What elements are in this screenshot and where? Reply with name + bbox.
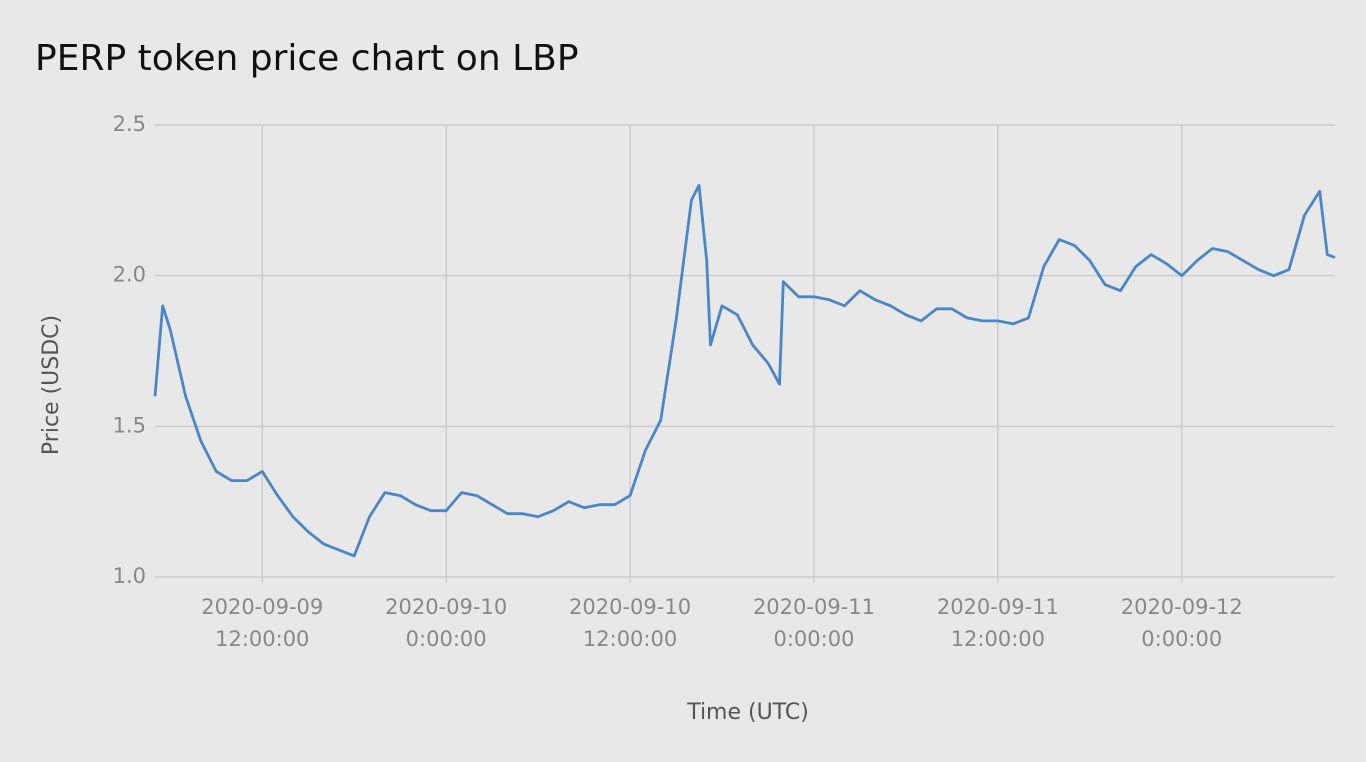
price-line: [153, 183, 1336, 558]
x-tick-label: 0:00:00: [406, 627, 487, 651]
x-tick-label: 0:00:00: [773, 627, 854, 651]
x-tick-label: 12:00:00: [951, 627, 1045, 651]
x-tick-label: 2020-09-12: [1121, 595, 1243, 619]
x-tick-label: 2020-09-10: [385, 595, 507, 619]
x-tick-label: 2020-09-11: [753, 595, 875, 619]
y-axis-title: Price (USDC): [39, 315, 64, 455]
x-tick-label: 12:00:00: [215, 627, 309, 651]
x-tick-label: 2020-09-10: [569, 595, 691, 619]
x-tick-label: 2020-09-11: [937, 595, 1059, 619]
x-tick-label: 2020-09-09: [201, 595, 323, 619]
y-tick-label: 1.0: [113, 564, 146, 588]
x-tick-label: 12:00:00: [583, 627, 677, 651]
chart-title: PERP token price chart on LBP: [35, 38, 579, 79]
y-tick-label: 1.5: [113, 413, 146, 437]
y-tick-label: 2.0: [113, 263, 146, 287]
x-axis-title: Time (UTC): [686, 700, 809, 725]
y-tick-label: 2.5: [113, 112, 146, 136]
x-tick-label: 0:00:00: [1141, 627, 1222, 651]
